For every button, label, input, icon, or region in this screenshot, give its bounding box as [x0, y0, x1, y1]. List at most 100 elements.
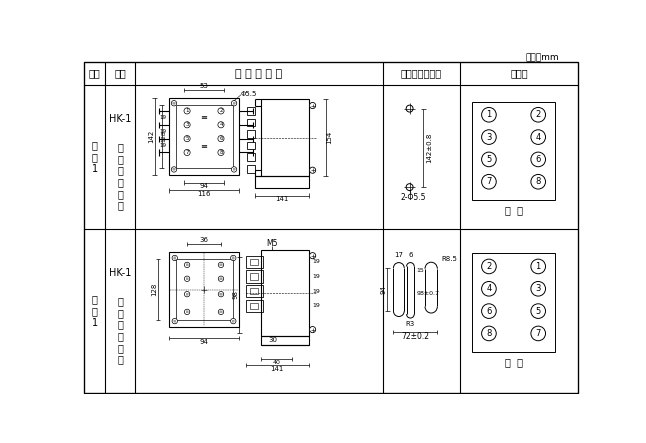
Text: M5: M5: [266, 239, 278, 248]
Text: 53: 53: [200, 83, 209, 89]
Circle shape: [171, 167, 177, 172]
Text: Φ5.5: Φ5.5: [241, 91, 257, 97]
Circle shape: [231, 101, 236, 106]
Circle shape: [184, 291, 190, 297]
Circle shape: [218, 309, 224, 315]
Circle shape: [218, 276, 224, 281]
Text: 7: 7: [185, 150, 189, 155]
Text: 19: 19: [313, 274, 320, 279]
Circle shape: [231, 255, 236, 260]
Bar: [247, 153, 255, 161]
Text: 1: 1: [536, 262, 541, 271]
Circle shape: [309, 326, 316, 333]
Text: 1: 1: [185, 109, 189, 113]
Text: 附
图
1: 附 图 1: [92, 295, 98, 328]
Text: 98±0.7: 98±0.7: [417, 291, 439, 296]
Text: 5: 5: [185, 136, 189, 141]
Circle shape: [531, 281, 545, 296]
Text: 4: 4: [536, 132, 541, 142]
Text: 94: 94: [380, 285, 386, 294]
Text: 2: 2: [486, 262, 492, 271]
Circle shape: [482, 108, 496, 122]
Circle shape: [171, 101, 177, 106]
Text: 凸
出
式
前
接
线: 凸 出 式 前 接 线: [117, 142, 123, 210]
Bar: [472, 102, 555, 200]
Circle shape: [218, 108, 224, 114]
Text: 2: 2: [536, 110, 541, 119]
Circle shape: [184, 136, 190, 142]
Circle shape: [218, 122, 224, 128]
Circle shape: [231, 319, 236, 324]
Text: 30: 30: [268, 338, 277, 343]
Text: R3: R3: [406, 321, 415, 327]
Text: 7: 7: [536, 329, 541, 338]
Text: 8: 8: [486, 329, 492, 338]
Circle shape: [531, 326, 545, 341]
Text: 5: 5: [536, 307, 541, 315]
Circle shape: [184, 149, 190, 155]
Text: 附
图
1: 附 图 1: [92, 140, 98, 174]
Circle shape: [482, 152, 496, 167]
Bar: [169, 98, 240, 175]
Circle shape: [531, 108, 545, 122]
Text: 19: 19: [160, 129, 166, 134]
Circle shape: [184, 262, 190, 268]
Bar: [247, 119, 255, 126]
Text: 3: 3: [536, 284, 541, 293]
Circle shape: [218, 149, 224, 155]
Text: 128: 128: [151, 283, 157, 296]
Text: 结构: 结构: [114, 69, 126, 78]
Text: 19: 19: [160, 143, 166, 148]
Bar: [255, 176, 309, 188]
Text: 5: 5: [486, 155, 492, 164]
Text: 凸
出
式
后
接
线: 凸 出 式 后 接 线: [117, 296, 123, 364]
Circle shape: [184, 108, 190, 114]
Circle shape: [531, 130, 545, 144]
Circle shape: [309, 253, 316, 259]
Bar: [245, 285, 262, 297]
Bar: [250, 273, 258, 280]
Text: 6: 6: [486, 307, 492, 315]
Text: 3: 3: [185, 122, 189, 127]
Circle shape: [184, 276, 190, 281]
Text: 2-Φ5.5: 2-Φ5.5: [401, 194, 426, 202]
Circle shape: [406, 184, 413, 190]
Text: 17: 17: [394, 252, 403, 258]
Bar: [176, 259, 233, 320]
Bar: [245, 256, 262, 268]
Text: 19: 19: [313, 288, 320, 294]
Text: 4: 4: [486, 284, 492, 293]
Text: 19: 19: [313, 303, 320, 308]
Circle shape: [482, 259, 496, 274]
Bar: [261, 336, 309, 345]
Circle shape: [172, 319, 178, 324]
Text: 单位：mm: 单位：mm: [525, 53, 559, 62]
Text: 7: 7: [486, 177, 492, 186]
Circle shape: [531, 259, 545, 274]
Circle shape: [309, 167, 316, 173]
Text: ≡: ≡: [200, 113, 207, 122]
Text: 142±0.8: 142±0.8: [426, 133, 432, 163]
Text: HK-1: HK-1: [109, 113, 131, 124]
Text: 154: 154: [326, 131, 333, 144]
Text: 116: 116: [197, 191, 211, 197]
Text: 8: 8: [219, 150, 223, 155]
Text: 72±0.2: 72±0.2: [401, 332, 430, 341]
Bar: [247, 107, 255, 115]
Text: 141: 141: [275, 196, 289, 202]
Circle shape: [531, 175, 545, 189]
Text: 19: 19: [160, 115, 166, 120]
Circle shape: [482, 304, 496, 319]
Circle shape: [218, 136, 224, 142]
Text: 36: 36: [200, 237, 209, 243]
Circle shape: [482, 130, 496, 144]
Circle shape: [184, 309, 190, 315]
Circle shape: [309, 102, 316, 109]
Circle shape: [531, 304, 545, 319]
Text: 6: 6: [408, 252, 413, 258]
Text: 94: 94: [200, 183, 209, 189]
Text: 1: 1: [486, 110, 492, 119]
Bar: [250, 259, 258, 265]
Text: 94: 94: [200, 339, 209, 345]
Bar: [261, 249, 309, 336]
